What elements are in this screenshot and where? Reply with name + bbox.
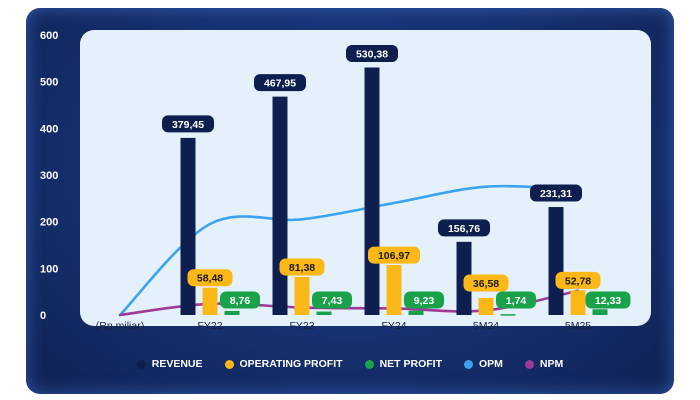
y-tick-label: 500 xyxy=(40,77,58,89)
legend-item: REVENUE xyxy=(136,358,203,370)
legend-swatch xyxy=(136,359,146,369)
bar-np xyxy=(500,314,516,316)
data-label-text: 1,74 xyxy=(506,295,527,307)
data-label-text: 36,58 xyxy=(473,278,499,290)
data-label-revenue: 467,95 xyxy=(254,74,306,92)
legend-swatch xyxy=(364,359,374,369)
data-label-bg xyxy=(279,258,325,276)
legend-label: OPM xyxy=(478,358,503,370)
data-label-revenue: 231,31 xyxy=(530,184,582,202)
data-label-bg xyxy=(438,219,490,237)
data-label-text: 8,76 xyxy=(230,295,251,307)
legend-label: NET PROFIT xyxy=(379,358,442,370)
y-tick-label: 0 xyxy=(40,310,46,322)
data-label-bg xyxy=(162,115,214,133)
legend-item: NET PROFIT xyxy=(364,358,442,370)
data-label-bg xyxy=(555,271,601,289)
data-label-op: 36,58 xyxy=(463,274,509,292)
data-label-bg xyxy=(220,291,260,309)
data-label-op: 81,38 xyxy=(279,258,325,276)
legend: REVENUE OPERATING PROFIT NET PROFIT OPM NPM xyxy=(0,358,700,370)
bar-op xyxy=(294,277,310,315)
legend-swatch xyxy=(224,359,234,369)
data-label-bg xyxy=(254,74,306,92)
data-label-text: 9,23 xyxy=(414,295,435,307)
legend-item: OPERATING PROFIT xyxy=(224,358,343,370)
x-unit-label: (Rp miliar) xyxy=(96,320,144,332)
data-label-text: 231,31 xyxy=(540,188,572,200)
data-label-text: 379,45 xyxy=(172,119,204,131)
y-tick-label: 100 xyxy=(40,263,58,275)
legend-label: REVENUE xyxy=(151,358,203,370)
bar-op xyxy=(570,290,586,315)
legend-label: NPM xyxy=(539,358,564,370)
data-label-np: 8,76 xyxy=(220,291,260,309)
x-tick-label: FY23 xyxy=(289,320,314,332)
data-label-text: 106,97 xyxy=(378,250,410,262)
x-tick-label: FY24 xyxy=(381,320,406,332)
legend-swatch xyxy=(524,359,534,369)
data-label-bg xyxy=(312,291,352,309)
bar-np xyxy=(408,310,424,315)
data-label-op: 58,48 xyxy=(187,269,233,287)
data-label-revenue: 156,76 xyxy=(438,219,490,237)
x-tick-label: 5M24 xyxy=(473,320,499,332)
data-label-np: 7,43 xyxy=(312,291,352,309)
data-label-text: 58,48 xyxy=(197,273,223,285)
y-axis: 0 100 200 300 400 500 600 xyxy=(40,30,58,322)
data-label-bg xyxy=(530,184,582,202)
data-label-text: 52,78 xyxy=(565,275,591,287)
legend-item: OPM xyxy=(463,358,503,370)
data-label-text: 81,38 xyxy=(289,262,315,274)
x-tick-label: FY22 xyxy=(197,320,222,332)
bar-revenue xyxy=(364,67,380,315)
x-axis: (Rp miliar) FY22 FY23 FY24 5M24 5M25 xyxy=(96,320,592,332)
y-tick-label: 400 xyxy=(40,123,58,135)
y-tick-label: 200 xyxy=(40,217,58,229)
bar-revenue xyxy=(180,137,196,315)
bar-revenue xyxy=(272,96,288,315)
y-tick-label: 300 xyxy=(40,170,58,182)
data-label-np: 12,33 xyxy=(585,291,631,309)
data-label-bg xyxy=(585,291,631,309)
bar-np xyxy=(316,311,332,315)
data-label-bg xyxy=(187,269,233,287)
y-tick-label: 600 xyxy=(40,30,58,42)
data-label-text: 156,76 xyxy=(448,223,480,235)
data-label-bg xyxy=(404,291,444,309)
data-label-bg xyxy=(346,44,398,62)
data-labels: 379,45 467,95 530,38 156,76 231,31 58,48 81,38… xyxy=(162,44,631,309)
bar-op xyxy=(478,297,494,315)
data-label-revenue: 379,45 xyxy=(162,115,214,133)
data-label-text: 530,38 xyxy=(356,48,388,60)
x-tick-label: 5M25 xyxy=(565,320,591,332)
legend-item: NPM xyxy=(524,358,564,370)
legend-label: OPERATING PROFIT xyxy=(239,358,343,370)
data-label-revenue: 530,38 xyxy=(346,44,398,62)
bar-np xyxy=(224,310,240,315)
bar-np xyxy=(592,309,608,315)
data-label-text: 7,43 xyxy=(322,295,343,307)
bar-revenue xyxy=(548,207,564,315)
data-label-text: 467,95 xyxy=(264,78,296,90)
data-label-np: 9,23 xyxy=(404,291,444,309)
data-label-bg xyxy=(368,246,420,264)
data-label-op: 106,97 xyxy=(368,246,420,264)
bar-op xyxy=(202,287,218,315)
data-label-text: 12,33 xyxy=(595,295,621,307)
data-label-np: 1,74 xyxy=(496,291,536,309)
legend-swatch xyxy=(463,359,473,369)
data-label-bg xyxy=(463,274,509,292)
bar-op xyxy=(386,265,402,315)
data-label-bg xyxy=(496,291,536,309)
data-label-op: 52,78 xyxy=(555,271,601,289)
